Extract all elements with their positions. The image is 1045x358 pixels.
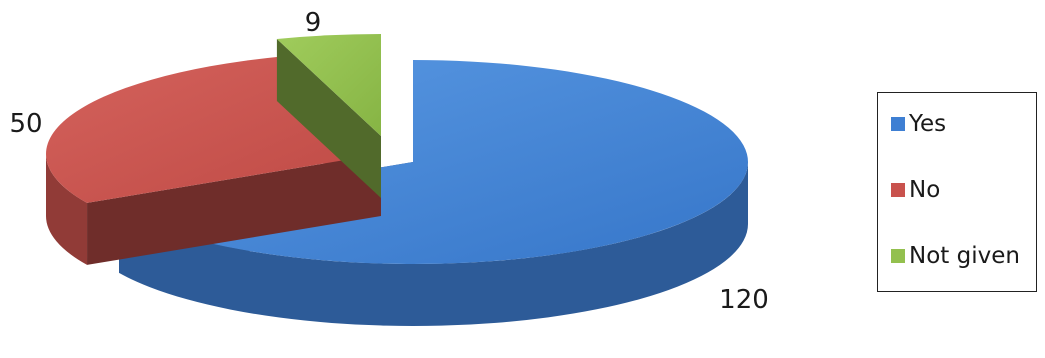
slice-outer-wall: [46, 154, 88, 265]
legend-swatch-not-given: [891, 249, 905, 263]
slice-side-wall-start: [276, 39, 381, 199]
legend-label-no: No: [909, 177, 941, 203]
pie-slice-not-given: [276, 34, 381, 199]
data-label-not-given: 9: [305, 8, 322, 38]
slice-side-wall-start: [87, 154, 382, 265]
data-label-no: 50: [9, 109, 42, 139]
legend-item-no: No: [891, 177, 940, 203]
slice-top: [276, 34, 381, 136]
legend-label-not-given: Not given: [909, 243, 1020, 269]
slice-outer-wall: [119, 162, 748, 326]
legend-swatch-no: [891, 183, 905, 197]
legend-item-not-given: Not given: [891, 243, 1020, 269]
legend-swatch-yes: [891, 117, 905, 131]
legend-label-yes: Yes: [909, 111, 947, 137]
legend: Yes No Not given: [877, 92, 1037, 292]
legend-item-yes: Yes: [891, 111, 946, 137]
data-label-yes: 120: [719, 285, 769, 315]
